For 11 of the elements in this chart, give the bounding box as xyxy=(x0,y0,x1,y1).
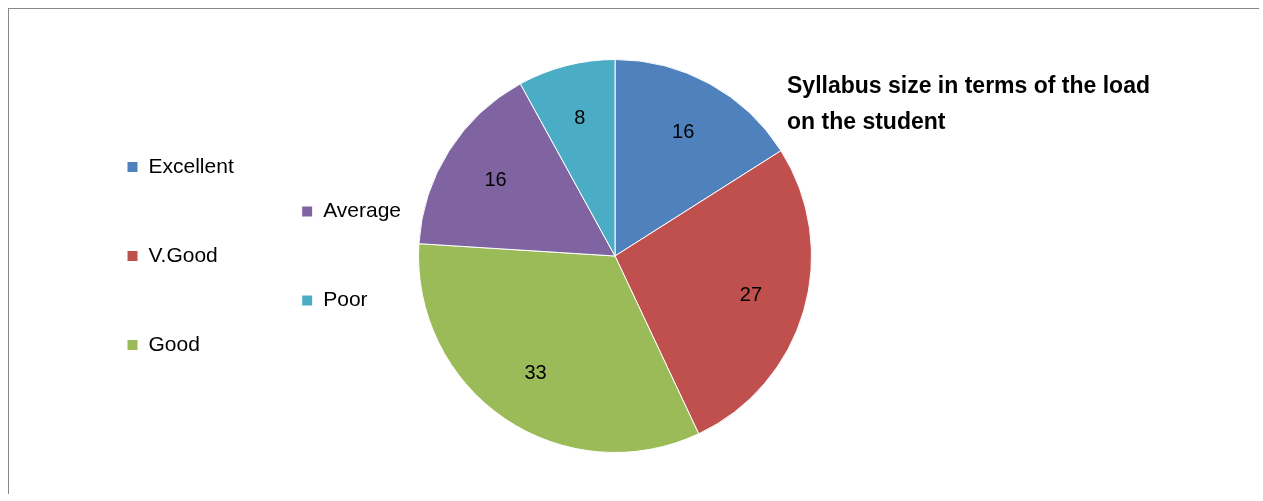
data-label: 8 xyxy=(574,106,586,129)
data-label: 16 xyxy=(672,119,695,142)
text: Syllabus size in terms of the load on the student xyxy=(787,71,1151,136)
legend-label: Good xyxy=(148,331,200,355)
data-label: 27 xyxy=(739,282,763,305)
data-label: 33 xyxy=(524,360,547,383)
legend-label: Poor xyxy=(323,287,368,311)
data-label: 16 xyxy=(484,167,507,190)
legend-label: Excellent xyxy=(148,153,234,177)
legend-label: Average xyxy=(323,198,402,222)
legend-label: V.Good xyxy=(148,242,218,266)
